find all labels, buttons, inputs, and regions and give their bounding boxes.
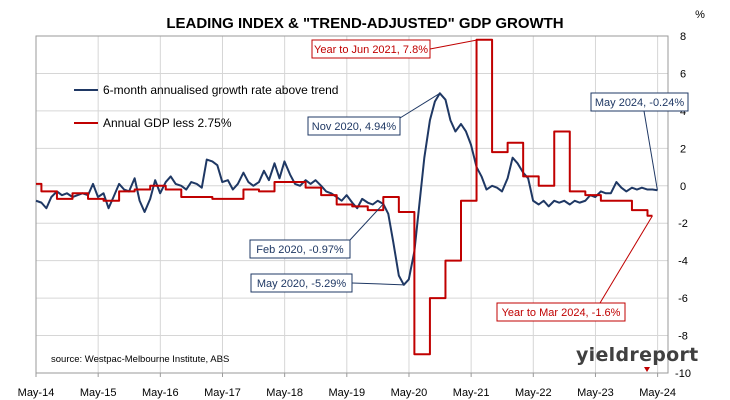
x-tick-label: May-15	[80, 387, 117, 399]
x-tick-label: May-20	[391, 387, 428, 399]
callout: Nov 2020, 4.94%	[307, 92, 441, 136]
x-tick-label: May-14	[18, 387, 55, 399]
y-tick-label: -6	[678, 293, 688, 305]
callout-label: Feb 2020, -0.97%	[256, 244, 344, 256]
y-tick-label: -10	[675, 368, 691, 380]
x-tick-label: May-18	[266, 387, 303, 399]
logo-marker-icon	[644, 367, 650, 372]
callout: Year to Mar 2024, -1.6%	[496, 215, 653, 322]
logo-wordmark: yieldreport	[576, 344, 699, 366]
callout-label: May 2024, -0.24%	[595, 97, 684, 109]
x-tick-label: May-16	[142, 387, 179, 399]
plot-area-border	[35, 35, 669, 374]
source-note: source: Westpac-Melbourne Institute, ABS	[51, 354, 229, 365]
series-line-leading-index	[35, 92, 658, 286]
y-unit-label: %	[695, 9, 705, 21]
y-tick-label: 8	[680, 31, 686, 43]
x-tick-label: May-19	[328, 387, 365, 399]
callout-leader	[349, 203, 384, 241]
x-axis: May-14 May-15 May-16 May-17 May-18 May-19 May-…	[18, 373, 676, 399]
callout-box	[307, 116, 401, 136]
callout-box	[311, 39, 431, 59]
callout-label: Nov 2020, 4.94%	[312, 121, 397, 133]
series-layer	[35, 38, 658, 356]
callout-leader	[351, 282, 404, 286]
callout-box	[496, 302, 626, 322]
y-tick-label: -4	[678, 256, 688, 268]
callout-label: Year to Mar 2024, -1.6%	[502, 307, 621, 319]
y-tick-label: 0	[680, 181, 686, 193]
y-axis: -10 -8 -6 -4 -2 0 2 4 6 8	[675, 31, 691, 380]
y-tick-label: -8	[678, 331, 688, 343]
callout-leader	[399, 92, 441, 119]
callout: May 2024, -0.24%	[590, 92, 689, 191]
callout: Year to Jun 2021, 7.8%	[311, 39, 479, 59]
x-tick-label: May-23	[577, 387, 614, 399]
callout-label: May 2020, -5.29%	[257, 278, 346, 290]
legend-label-gdp: Annual GDP less 2.75%	[103, 116, 232, 130]
x-tick-label: May-17	[204, 387, 241, 399]
y-tick-label: 6	[680, 68, 686, 80]
callout-leader	[599, 215, 653, 304]
y-tick-label: 2	[680, 143, 686, 155]
y-tick-label: 4	[680, 106, 686, 118]
callout-box	[250, 273, 353, 293]
yieldreport-logo: yieldreport	[576, 344, 699, 372]
legend: 6-month annualised growth rate above tre…	[74, 83, 338, 130]
callout-leader	[429, 39, 479, 50]
x-tick-label: May-22	[515, 387, 552, 399]
y-tick-label: -2	[678, 218, 688, 230]
annotations: Year to Jun 2021, 7.8% Nov 2020, 4.94% May…	[249, 39, 689, 322]
series-line-gdp	[36, 38, 653, 356]
callout-label: Year to Jun 2021, 7.8%	[314, 44, 428, 56]
callout: Feb 2020, -0.97%	[249, 203, 384, 259]
chart-title: LEADING INDEX & "TREND-ADJUSTED" GDP GRO…	[166, 15, 563, 32]
legend-label-leading-index: 6-month annualised growth rate above tre…	[103, 83, 338, 97]
callout: May 2020, -5.29%	[250, 273, 404, 293]
x-tick-label: May-21	[453, 387, 490, 399]
callout-box	[249, 239, 351, 259]
x-tick-label: May-24	[639, 387, 676, 399]
callout-box	[590, 92, 689, 112]
callout-leader	[643, 110, 658, 191]
